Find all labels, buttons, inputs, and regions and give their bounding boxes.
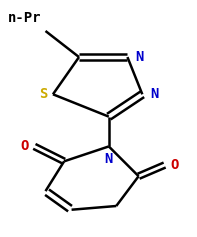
Text: N: N <box>135 50 143 64</box>
Text: N: N <box>105 152 113 166</box>
Text: n-Pr: n-Pr <box>8 11 42 25</box>
Text: O: O <box>170 158 179 172</box>
Text: O: O <box>20 139 29 153</box>
Text: S: S <box>39 87 47 101</box>
Text: N: N <box>150 87 158 101</box>
